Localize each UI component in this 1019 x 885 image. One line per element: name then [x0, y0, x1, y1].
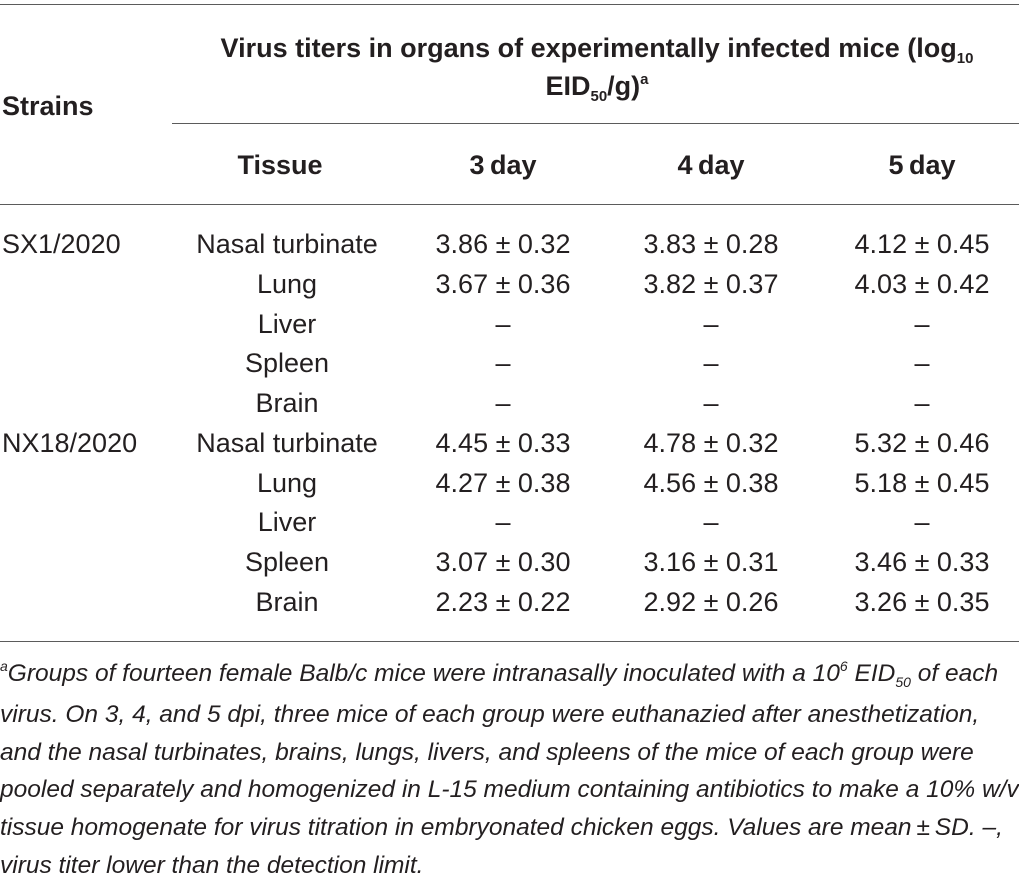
- tissue-cell: Spleen: [244, 348, 330, 378]
- tissue-cell: Liver: [257, 507, 317, 537]
- day4-value: 4.56 ± 0.38: [643, 468, 779, 498]
- day3-value: –: [495, 348, 511, 378]
- day5-value: 4.03 ± 0.42: [854, 269, 990, 299]
- day5-value: –: [914, 388, 930, 418]
- day4-value: –: [703, 507, 719, 537]
- day5-value: 5.32 ± 0.46: [854, 428, 990, 458]
- day3-value: 4.27 ± 0.38: [435, 468, 571, 498]
- tissue-cell: Lung: [256, 269, 318, 299]
- day3-value: –: [495, 388, 511, 418]
- day3-value: 2.23 ± 0.22: [435, 587, 571, 617]
- header-bottom-rule: [0, 204, 1019, 205]
- table-bottom-rule: [0, 641, 1019, 642]
- day3-value: 3.86 ± 0.32: [435, 229, 571, 259]
- day4-value: 2.92 ± 0.26: [643, 587, 779, 617]
- day3-value: 4.45 ± 0.33: [435, 428, 571, 458]
- group-title-line1: Virus titers in organs of experimentally…: [220, 33, 974, 67]
- day3-header: 3 day: [469, 150, 537, 180]
- day4-value: –: [703, 348, 719, 378]
- day5-value: –: [914, 348, 930, 378]
- tissue-header: Tissue: [237, 150, 323, 180]
- strain-cell: NX18/2020: [2, 428, 138, 458]
- day5-value: –: [914, 507, 930, 537]
- strain-cell: SX1/2020: [2, 229, 121, 259]
- day4-value: 4.78 ± 0.32: [643, 428, 779, 458]
- tissue-cell: Lung: [256, 468, 318, 498]
- tissue-cell: Spleen: [244, 547, 330, 577]
- day5-value: 3.26 ± 0.35: [854, 587, 990, 617]
- tissue-cell: Nasal turbinate: [196, 428, 378, 458]
- day4-value: 3.82 ± 0.37: [643, 269, 779, 299]
- tissue-cell: Nasal turbinate: [196, 229, 378, 259]
- group-header-rule: [172, 123, 1019, 124]
- day4-value: 3.83 ± 0.28: [643, 229, 779, 259]
- day4-value: –: [703, 388, 719, 418]
- top-rule: [0, 4, 1019, 5]
- day3-value: 3.67 ± 0.36: [435, 269, 571, 299]
- day5-value: 5.18 ± 0.45: [854, 468, 990, 498]
- day4-value: 3.16 ± 0.31: [643, 547, 779, 577]
- tissue-cell: Brain: [255, 587, 319, 617]
- footnote: aGroups of fourteen female Balb/c mice w…: [0, 658, 1019, 879]
- day3-value: –: [495, 507, 511, 537]
- day5-header: 5 day: [888, 150, 956, 180]
- day4-header: 4 day: [677, 150, 745, 180]
- day5-value: 4.12 ± 0.45: [854, 229, 990, 259]
- day3-value: 3.07 ± 0.30: [435, 547, 571, 577]
- footnote-marker: a: [0, 658, 8, 674]
- day3-value: –: [495, 309, 511, 339]
- tissue-cell: Liver: [257, 309, 317, 339]
- tissue-cell: Brain: [255, 388, 319, 418]
- group-title-line2: EID50/g)a: [545, 71, 649, 105]
- day4-value: –: [703, 309, 719, 339]
- day5-value: 3.46 ± 0.33: [854, 547, 990, 577]
- day5-value: –: [914, 309, 930, 339]
- strains-header: Strains: [2, 91, 94, 121]
